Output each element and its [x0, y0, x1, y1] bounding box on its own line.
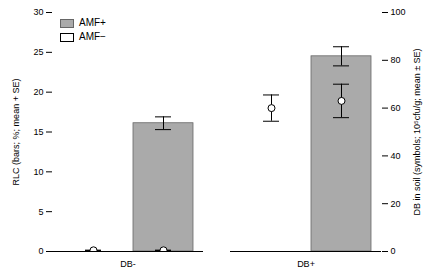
svg-text:30: 30 — [33, 7, 43, 17]
svg-text:25: 25 — [33, 47, 43, 57]
svg-text:100: 100 — [391, 7, 406, 17]
svg-text:DB-: DB- — [120, 259, 136, 269]
svg-text:20: 20 — [33, 87, 43, 97]
svg-text:0: 0 — [391, 246, 396, 256]
svg-text:10: 10 — [33, 167, 43, 177]
svg-text:RLC (bars; %; mean + SE): RLC (bars; %; mean + SE) — [11, 79, 21, 186]
html-text:AMF−: AMF− — [79, 31, 106, 42]
svg-text:0: 0 — [38, 246, 43, 256]
svg-text:40: 40 — [391, 151, 401, 161]
svg-text:DB in soil (symbols; 10⁵cfu/g;: DB in soil (symbols; 10⁵cfu/g; mean ± SE… — [412, 48, 422, 215]
svg-text:DB+: DB+ — [297, 259, 315, 269]
html-text:AMF+: AMF+ — [79, 17, 106, 28]
svg-text:15: 15 — [33, 127, 43, 137]
svg-text:80: 80 — [391, 55, 401, 65]
svg-text:60: 60 — [391, 103, 401, 113]
svg-text:20: 20 — [391, 199, 401, 209]
svg-text:5: 5 — [38, 207, 43, 217]
